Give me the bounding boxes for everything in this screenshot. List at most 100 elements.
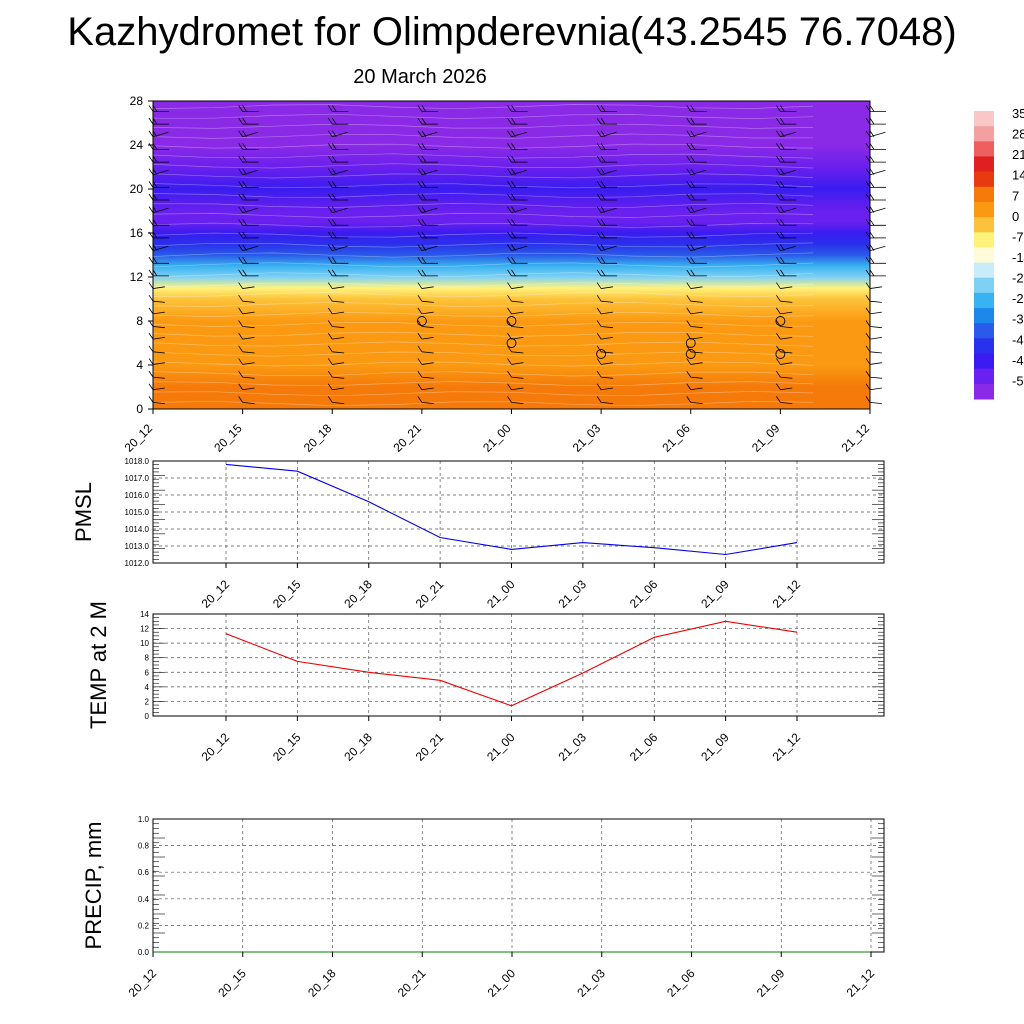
cloud-marker xyxy=(775,349,786,359)
wind-barb xyxy=(148,307,165,315)
contour-line xyxy=(152,381,814,387)
colorbar-segment xyxy=(974,292,994,309)
wind-barb xyxy=(238,320,255,329)
wind-barb xyxy=(417,244,438,251)
wind-barb xyxy=(148,155,170,163)
wind-barb xyxy=(238,307,255,315)
wind-barb xyxy=(507,193,528,201)
x-tick-label: 21_12 xyxy=(770,730,804,764)
wind-barb xyxy=(686,168,707,176)
wind-barb xyxy=(596,358,614,365)
wind-barb xyxy=(776,130,796,138)
colorbar-label: 14 xyxy=(1012,168,1024,183)
wind-barb xyxy=(148,105,170,112)
wind-barb xyxy=(776,143,797,150)
colorbar-segment xyxy=(974,186,994,203)
wind-barb xyxy=(686,181,707,188)
plot-frame xyxy=(152,613,885,717)
wind-barb xyxy=(327,130,348,138)
wind-barb xyxy=(238,105,259,112)
wind-barb xyxy=(238,231,259,239)
wind-barbs xyxy=(148,105,887,404)
wind-barb xyxy=(417,219,438,226)
wind-barb xyxy=(417,155,438,163)
wind-barb xyxy=(865,168,886,176)
contour-line xyxy=(152,391,814,397)
contour-line xyxy=(152,163,814,169)
contour-line xyxy=(152,123,814,129)
wind-barb xyxy=(417,206,438,214)
wind-barb xyxy=(776,332,793,340)
wind-barb xyxy=(327,206,348,214)
contour-line xyxy=(152,242,814,248)
colorbar-label: 0 xyxy=(1012,209,1019,224)
contour-line xyxy=(152,262,814,268)
colorbar-label: 7 xyxy=(1012,188,1019,203)
wind-barb xyxy=(776,257,797,264)
x-tick-label: 20_18 xyxy=(301,421,335,455)
colorbar-segment xyxy=(974,383,994,400)
y-tick-label: 8 xyxy=(136,314,143,328)
wind-barb xyxy=(865,282,882,289)
wind-barb xyxy=(686,206,707,214)
temperature-field xyxy=(153,101,870,409)
x-tick-label: 21_00 xyxy=(485,966,519,1000)
wind-barb xyxy=(327,269,349,277)
colorbar-label: -35 xyxy=(1012,312,1024,327)
wind-barb xyxy=(507,307,524,315)
x-tick-label: 20_15 xyxy=(211,421,245,455)
wind-barb xyxy=(596,143,618,150)
colorbar-segment xyxy=(974,201,994,218)
colorbar-segment xyxy=(974,277,994,294)
wind-barb xyxy=(148,117,169,125)
cloud-marker xyxy=(685,349,696,359)
wind-barb xyxy=(327,231,349,239)
contour-line xyxy=(152,400,814,407)
x-tick-label: 20_12 xyxy=(126,966,160,1000)
wind-barb xyxy=(327,143,349,150)
wind-barb xyxy=(148,396,165,404)
wind-barb xyxy=(148,257,170,264)
x-tick-label: 20_21 xyxy=(390,421,424,455)
wind-barb xyxy=(507,257,528,264)
x-tick-label: 21_00 xyxy=(484,730,518,764)
colorbar-label: 28 xyxy=(1012,127,1024,142)
wind-barb xyxy=(327,244,348,251)
wind-barb xyxy=(417,257,438,264)
wind-barb xyxy=(596,383,614,391)
y-tick-label: 12 xyxy=(130,270,144,284)
colorbar-label: -42 xyxy=(1012,332,1024,347)
wind-barb xyxy=(776,206,796,214)
wind-barb xyxy=(507,294,524,303)
wind-barb xyxy=(238,370,255,379)
wind-barb xyxy=(865,181,887,188)
wind-barb xyxy=(596,206,617,214)
wind-barb xyxy=(865,155,887,163)
wind-barb xyxy=(238,269,259,277)
wind-barb xyxy=(865,130,886,138)
wind-barb xyxy=(238,332,255,340)
contour-line xyxy=(152,133,814,139)
wind-barb xyxy=(776,370,793,379)
x-tick-label: 20_21 xyxy=(413,730,447,764)
wind-barb xyxy=(776,294,793,303)
wind-barb xyxy=(417,117,438,125)
wind-barb xyxy=(417,383,434,391)
y-tick-label: 1.0 xyxy=(138,815,150,824)
contour-line xyxy=(152,361,814,367)
y-tick-label: 0.0 xyxy=(138,948,150,957)
wind-barb xyxy=(686,396,703,404)
wind-barb xyxy=(417,105,438,112)
wind-barb xyxy=(596,155,618,163)
wind-barb xyxy=(327,332,345,340)
wind-barb xyxy=(686,294,703,303)
colorbar-segment xyxy=(974,171,994,188)
x-tick-label: 21_03 xyxy=(555,730,589,764)
contour-line xyxy=(152,341,814,347)
wind-barb xyxy=(686,105,707,112)
cloud-marker xyxy=(775,316,786,326)
plot-frame xyxy=(152,460,885,564)
y-tick-label: 1017.0 xyxy=(125,474,150,483)
y-tick-label: 1014.0 xyxy=(125,525,150,534)
wind-barb xyxy=(417,370,434,379)
